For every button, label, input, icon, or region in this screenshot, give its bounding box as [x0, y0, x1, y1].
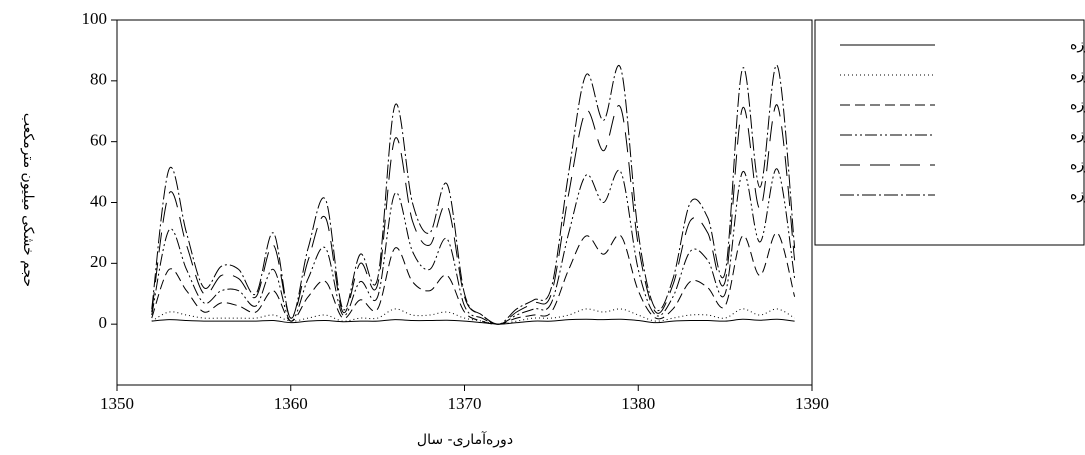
y-tick-label: 60: [90, 131, 107, 150]
legend-label: شصت روزه: [1070, 187, 1085, 203]
legend-label: سه روزه: [1070, 67, 1085, 83]
legend-label: بیست روزه: [1070, 127, 1085, 143]
y-tick-label: 80: [90, 70, 107, 89]
y-tick-label: 0: [99, 313, 108, 332]
series-line: [151, 168, 796, 325]
legend-box: [814, 19, 1085, 246]
y-tick-label: 100: [82, 9, 108, 28]
y-tick-label: 20: [90, 252, 107, 271]
x-tick-label: 1390: [795, 394, 829, 413]
legend-label: چهل روزه: [1070, 157, 1085, 173]
x-tick-label: 1360: [274, 394, 308, 413]
series-line: [151, 232, 796, 325]
legend-label: ده روزه: [1070, 97, 1085, 113]
series-line: [151, 318, 795, 325]
legend-label: یک روزه: [1070, 37, 1085, 53]
x-axis-label: دوره‌آماری- سال: [417, 431, 513, 448]
y-axis-label: حجم خشکی میلیون مترمکعب: [20, 113, 36, 287]
plot-frame: [116, 19, 813, 386]
series-line: [151, 65, 796, 325]
x-tick-label: 1380: [621, 394, 655, 413]
x-tick-label: 1370: [448, 394, 482, 413]
series-line: [151, 104, 796, 325]
x-tick-label: 1350: [100, 394, 134, 413]
y-tick-label: 40: [90, 191, 107, 210]
series-line: [151, 308, 795, 325]
